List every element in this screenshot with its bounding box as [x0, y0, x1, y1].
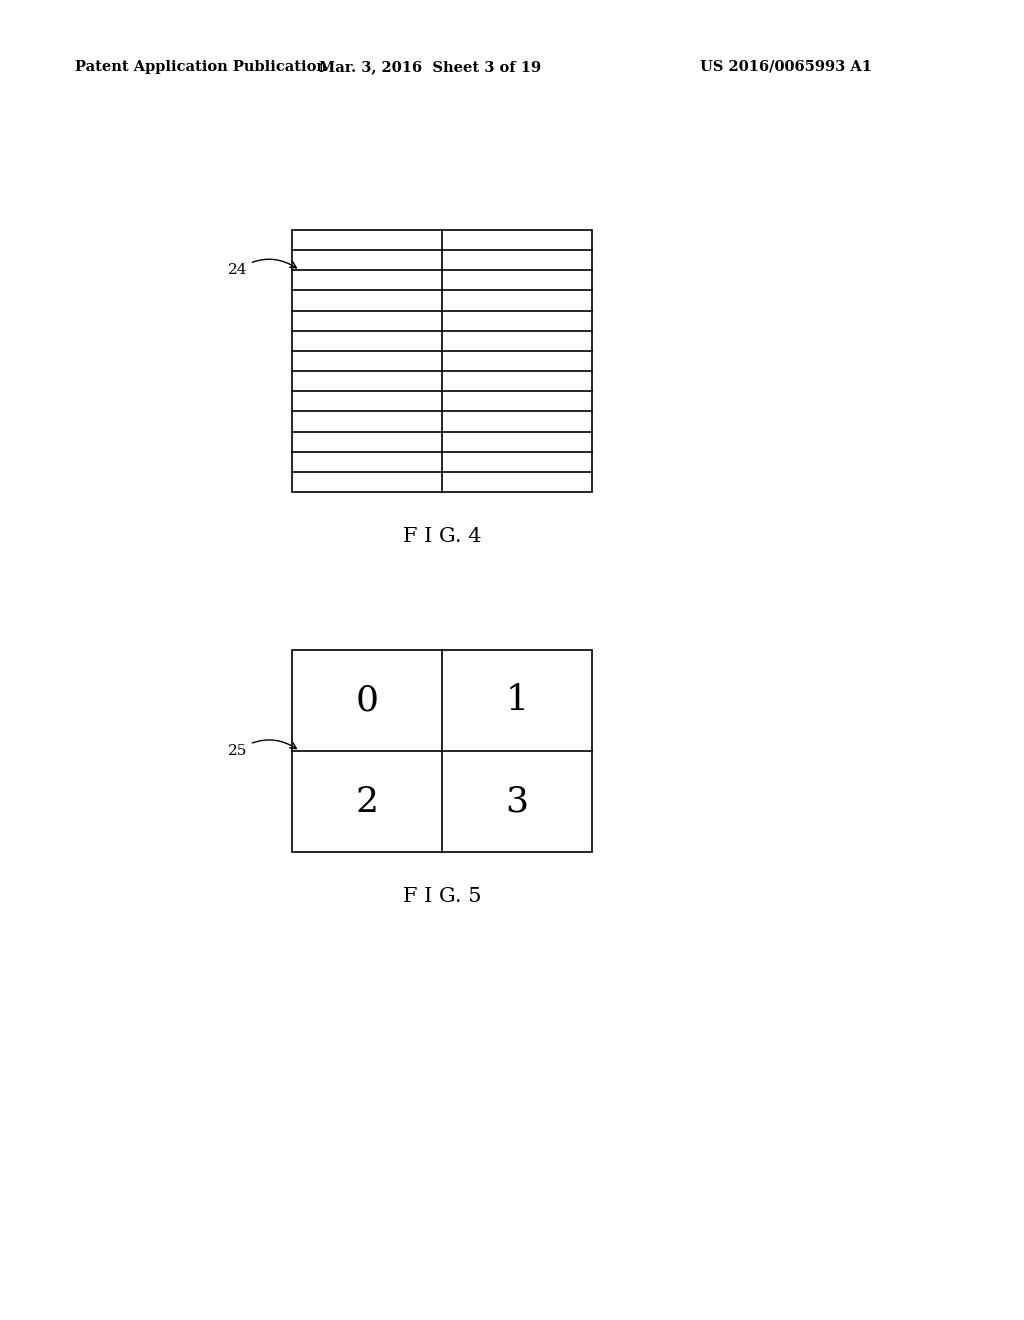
Text: 3: 3	[506, 784, 528, 818]
Text: US 2016/0065993 A1: US 2016/0065993 A1	[700, 59, 872, 74]
Text: F I G. 5: F I G. 5	[402, 887, 481, 906]
Text: F I G. 4: F I G. 4	[402, 527, 481, 546]
Text: 0: 0	[355, 684, 379, 718]
Bar	[292, 230, 592, 492]
Text: 2: 2	[355, 784, 379, 818]
Text: Mar. 3, 2016  Sheet 3 of 19: Mar. 3, 2016 Sheet 3 of 19	[318, 59, 541, 74]
Text: Patent Application Publication: Patent Application Publication	[75, 59, 327, 74]
Text: 24: 24	[227, 259, 296, 277]
Text: 25: 25	[227, 741, 296, 758]
Bar	[292, 649, 592, 851]
Text: 1: 1	[506, 684, 528, 718]
